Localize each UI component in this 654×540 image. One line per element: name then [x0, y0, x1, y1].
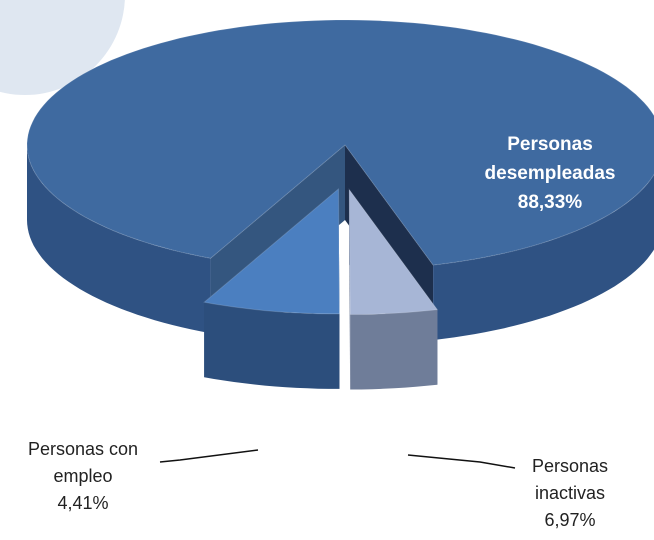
- slice: [26, 19, 654, 266]
- slice-name: Personas con empleo: [27, 439, 139, 486]
- slice-wall: [350, 309, 438, 390]
- slice-value: 88,33%: [517, 192, 583, 213]
- slices: [26, 19, 654, 390]
- slice-label: Personas desempleadas 88,33%: [470, 130, 630, 217]
- slice-wall: [27, 145, 211, 334]
- leader-line: [407, 454, 516, 469]
- leader-line: [159, 449, 259, 463]
- decor-circle: [0, 0, 125, 95]
- slice-name: Personas desempleadas: [484, 134, 616, 184]
- slice: [348, 187, 439, 315]
- slice: [203, 187, 341, 315]
- slice-wall: [204, 302, 340, 389]
- slice-value: 6,97%: [544, 510, 596, 530]
- slice-value: 4,41%: [57, 493, 109, 513]
- slice-label: Personas con empleo 4,41%: [8, 436, 158, 517]
- slice-wall: [433, 174, 654, 341]
- slice-label: Personas inactivas 6,97%: [515, 453, 625, 534]
- slice-name: Personas inactivas: [531, 456, 609, 503]
